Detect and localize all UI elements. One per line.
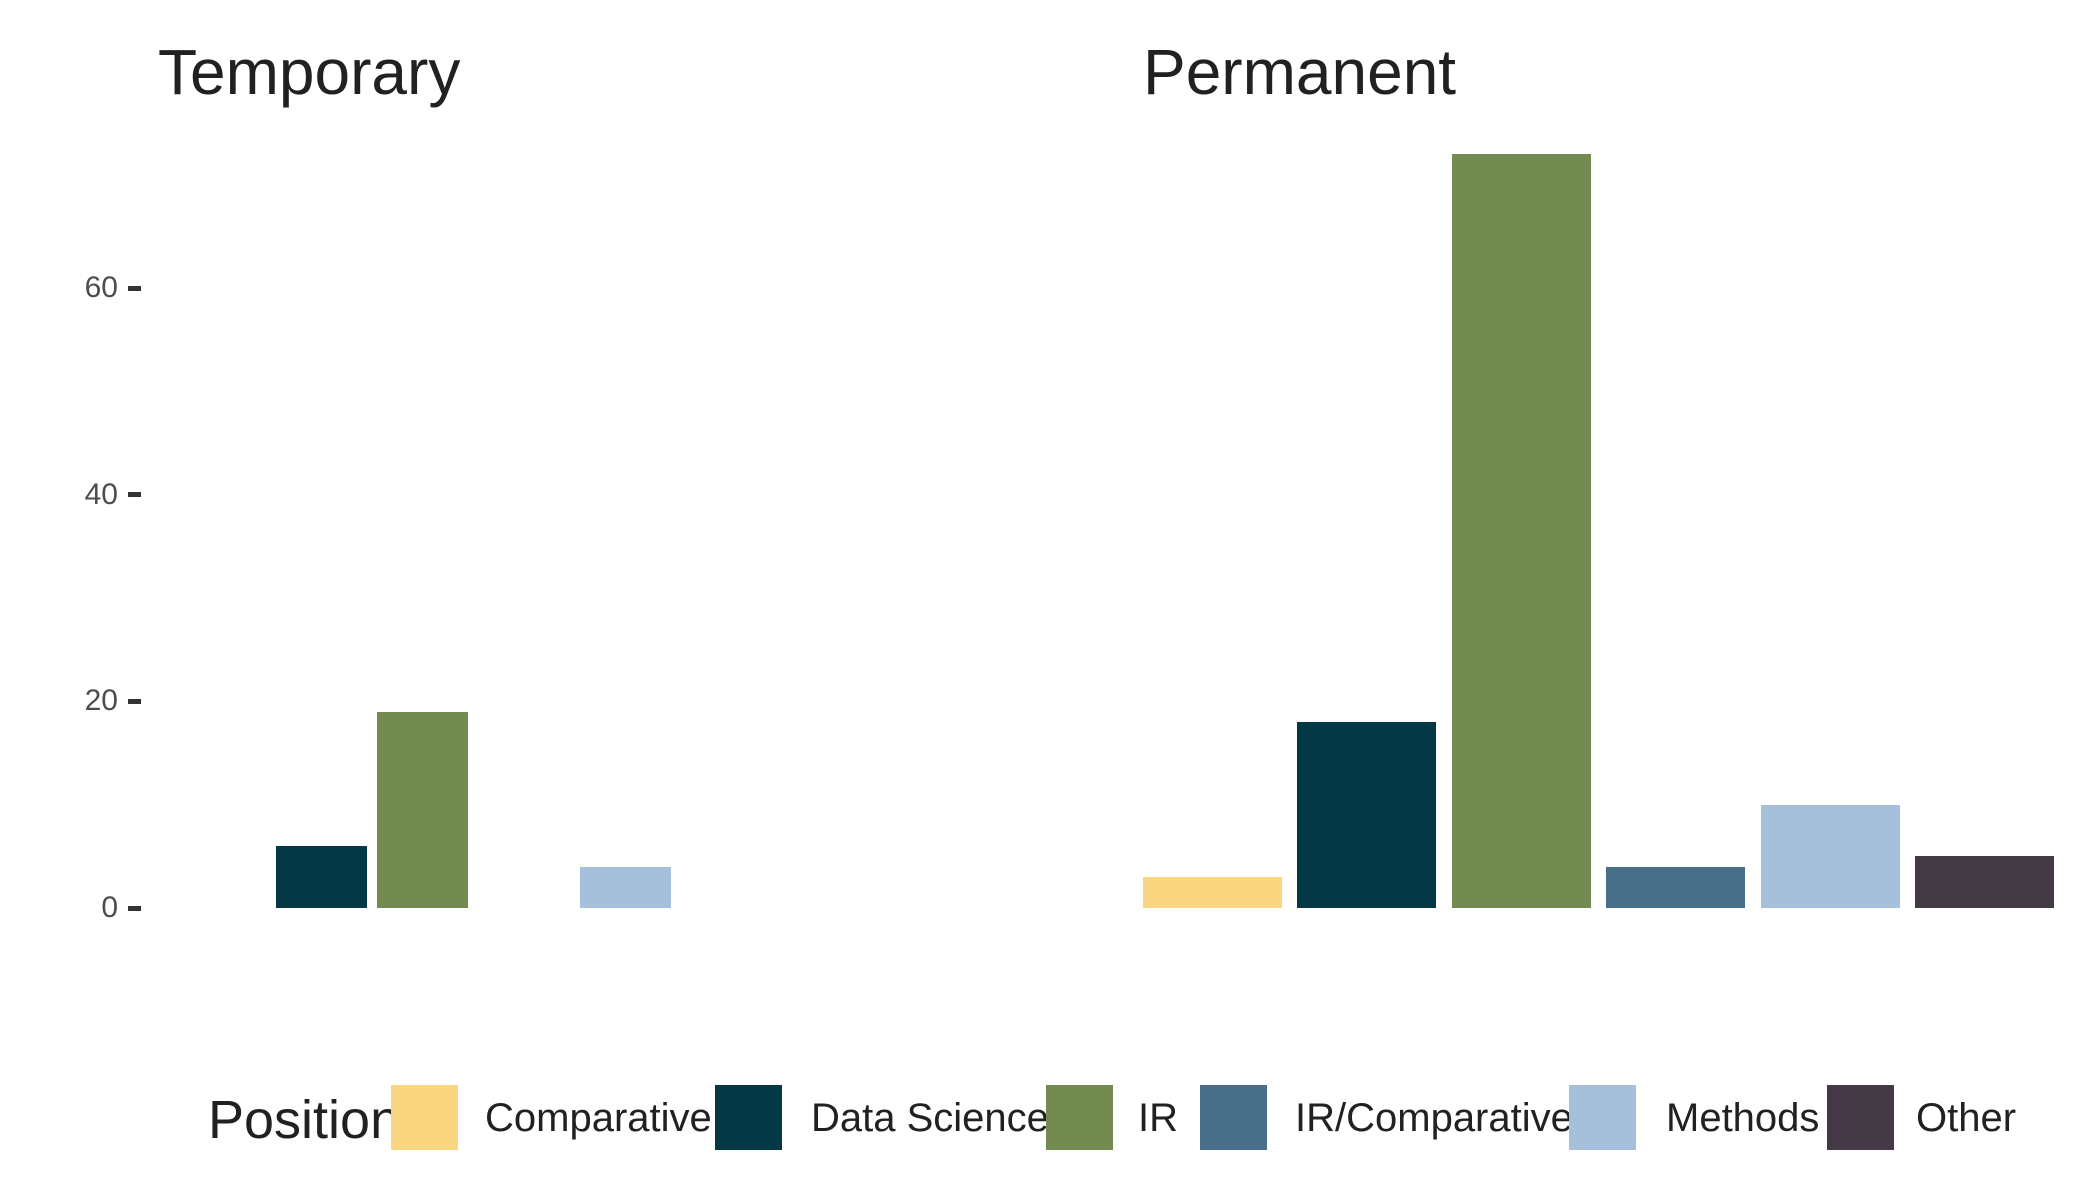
y-tick-label-20: 20 bbox=[84, 684, 118, 718]
y-tick-mark-0 bbox=[128, 905, 141, 911]
y-tick-mark-40 bbox=[128, 492, 141, 498]
legend-swatch-other bbox=[1827, 1085, 1894, 1150]
legend-swatch-comparative bbox=[391, 1085, 458, 1150]
bar-permanent-other bbox=[1915, 856, 2054, 908]
bar-permanent-ir-comparative bbox=[1606, 866, 1746, 908]
y-tick-mark-20 bbox=[128, 698, 141, 704]
legend-label-ir-comparative: IR/Comparative bbox=[1295, 1096, 1573, 1140]
legend-swatch-data-science bbox=[715, 1085, 782, 1150]
legend-label-ir: IR bbox=[1138, 1096, 1178, 1140]
legend-swatch-ir-comparative bbox=[1200, 1085, 1267, 1150]
bar-permanent-data-science bbox=[1297, 722, 1437, 908]
legend-swatch-methods bbox=[1569, 1085, 1636, 1150]
y-tick-mark-60 bbox=[128, 285, 141, 291]
bar-temporary-methods bbox=[579, 866, 671, 908]
legend-label-other: Other bbox=[1916, 1096, 2017, 1140]
y-tick-label-60: 60 bbox=[84, 271, 118, 304]
facet-title-temporary: Temporary bbox=[158, 36, 461, 108]
bar-temporary-ir bbox=[376, 711, 468, 908]
y-tick-label-0: 0 bbox=[101, 891, 118, 924]
bar-permanent-ir bbox=[1451, 153, 1591, 908]
bar-permanent-methods bbox=[1760, 804, 1900, 908]
legend-label-data-science: Data Science bbox=[811, 1096, 1049, 1140]
bar-temporary-data-science bbox=[275, 846, 367, 908]
facet-title-permanent: Permanent bbox=[1143, 36, 1457, 108]
legend-label-methods: Methods bbox=[1666, 1096, 1820, 1140]
legend-title: Position bbox=[208, 1090, 401, 1150]
legend-label-comparative: Comparative bbox=[485, 1096, 712, 1140]
y-tick-label-40: 40 bbox=[84, 477, 118, 511]
bar-permanent-comparative bbox=[1143, 877, 1282, 908]
legend-swatch-ir bbox=[1046, 1085, 1113, 1150]
